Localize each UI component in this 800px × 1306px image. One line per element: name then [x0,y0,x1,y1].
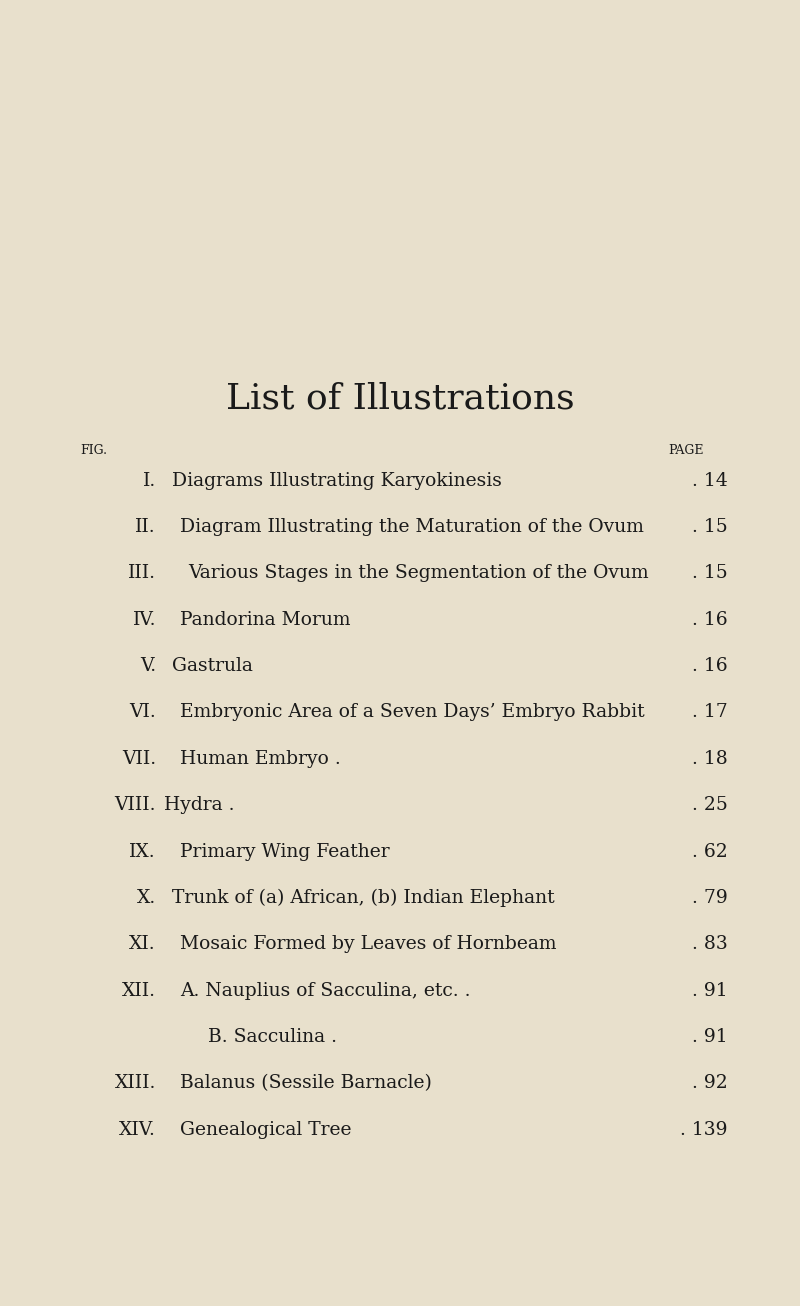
Text: . 91: . 91 [692,982,728,999]
Text: . 17: . 17 [692,704,728,721]
Text: . 62: . 62 [692,842,728,861]
Text: . 25: . 25 [692,797,728,814]
Text: . 18: . 18 [692,750,728,768]
Text: Genealogical Tree: Genealogical Tree [180,1121,351,1139]
Text: PAGE: PAGE [669,444,704,457]
Text: IX.: IX. [130,842,156,861]
Text: . 79: . 79 [692,889,728,906]
Text: Hydra .: Hydra . [164,797,234,814]
Text: Pandorina Morum: Pandorina Morum [180,611,350,628]
Text: Gastrula: Gastrula [172,657,253,675]
Text: XIII.: XIII. [114,1075,156,1092]
Text: III.: III. [128,564,156,582]
Text: IV.: IV. [133,611,156,628]
Text: VI.: VI. [130,704,156,721]
Text: VIII.: VIII. [114,797,156,814]
Text: XI.: XI. [130,935,156,953]
Text: Mosaic Formed by Leaves of Hornbeam: Mosaic Formed by Leaves of Hornbeam [180,935,557,953]
Text: Human Embryo .: Human Embryo . [180,750,341,768]
Text: V.: V. [140,657,156,675]
Text: B. Sacculina .: B. Sacculina . [208,1028,337,1046]
Text: . 15: . 15 [692,518,728,535]
Text: . 83: . 83 [692,935,728,953]
Text: . 15: . 15 [692,564,728,582]
Text: Various Stages in the Segmentation of the Ovum: Various Stages in the Segmentation of th… [188,564,649,582]
Text: Trunk of (a) African, (b) Indian Elephant: Trunk of (a) African, (b) Indian Elephan… [172,889,554,906]
Text: X.: X. [137,889,156,906]
Text: Primary Wing Feather: Primary Wing Feather [180,842,390,861]
Text: II.: II. [135,518,156,535]
Text: . 139: . 139 [681,1121,728,1139]
Text: . 92: . 92 [692,1075,728,1092]
Text: Embryonic Area of a Seven Days’ Embryo Rabbit: Embryonic Area of a Seven Days’ Embryo R… [180,704,645,721]
Text: XII.: XII. [122,982,156,999]
Text: . 16: . 16 [692,611,728,628]
Text: Balanus (Sessile Barnacle): Balanus (Sessile Barnacle) [180,1075,432,1092]
Text: . 91: . 91 [692,1028,728,1046]
Text: Diagrams Illustrating Karyokinesis: Diagrams Illustrating Karyokinesis [172,471,502,490]
Text: . 14: . 14 [692,471,728,490]
Text: XIV.: XIV. [119,1121,156,1139]
Text: VII.: VII. [122,750,156,768]
Text: FIG.: FIG. [80,444,107,457]
Text: Diagram Illustrating the Maturation of the Ovum: Diagram Illustrating the Maturation of t… [180,518,644,535]
Text: I.: I. [142,471,156,490]
Text: List of Illustrations: List of Illustrations [226,381,574,415]
Text: A. Nauplius of Sacculina, etc. .: A. Nauplius of Sacculina, etc. . [180,982,470,999]
Text: . 16: . 16 [692,657,728,675]
